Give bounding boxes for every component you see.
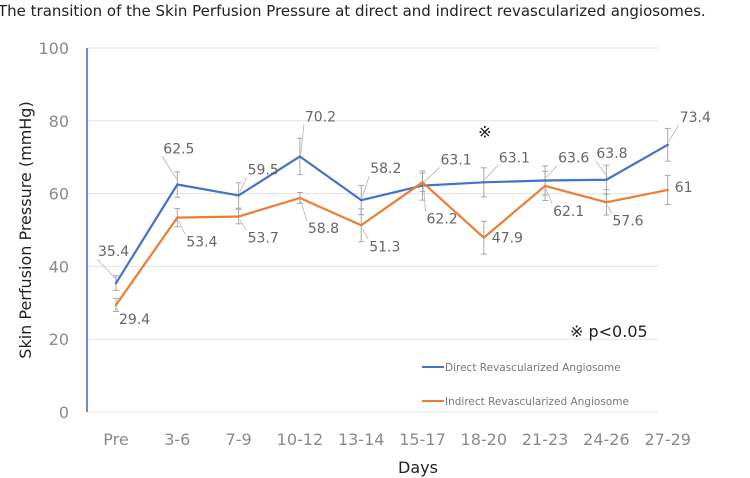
x-tick-label: 21-23	[522, 430, 569, 449]
data-label: 62.2	[427, 211, 458, 227]
data-label: 61	[675, 180, 693, 196]
x-tick-labels: Pre 3-6 7-9 10-12 13-14 15-17 18-20 21-23 24-26 2…	[103, 430, 691, 449]
significance-mark: ※	[478, 123, 491, 142]
label-leader	[116, 307, 119, 313]
data-label: 58.2	[370, 161, 401, 177]
data-label: 51.3	[369, 239, 400, 255]
data-label: 73.4	[680, 110, 711, 126]
data-label: 53.7	[248, 231, 279, 247]
label-leader	[239, 177, 247, 193]
data-point	[298, 155, 302, 158]
label-leader	[361, 176, 370, 198]
gridlines	[87, 47, 658, 413]
x-axis-title: Days	[398, 458, 438, 477]
data-label: 47.9	[492, 231, 523, 247]
data-point	[666, 143, 669, 147]
data-label: 63.1	[441, 153, 472, 169]
y-tick-labels: 0 20 40 60 80 100	[38, 39, 69, 422]
x-tick-label: 24-26	[583, 430, 630, 449]
series-line-direct	[115, 143, 669, 284]
data-label: 62.1	[553, 204, 584, 220]
data-point	[237, 194, 240, 197]
label-leader	[607, 205, 612, 214]
label-leader	[239, 219, 247, 231]
label-leader	[423, 185, 426, 212]
data-point	[543, 179, 547, 182]
data-point	[666, 188, 669, 192]
data-point	[482, 181, 485, 184]
data-point	[114, 303, 118, 307]
y-axis-title: Skin Perfusion Pressure (mmHg)	[16, 101, 35, 358]
y-tick-label: 60	[49, 185, 69, 204]
x-tick-label: 27-29	[644, 430, 691, 449]
label-leader	[545, 188, 553, 205]
data-labels: 35.4 62.5 59.5 70.2 58.2 63.1 63.1 63.6 63.8 73.4…	[96, 109, 711, 328]
x-tick-label: Pre	[103, 430, 128, 449]
y-tick-label: 0	[59, 403, 69, 422]
data-label: 62.5	[163, 142, 194, 158]
data-label: 53.4	[186, 235, 217, 251]
legend-label-indirect: Indirect Revascularized Angiosome	[445, 396, 629, 408]
x-tick-label: 13-14	[338, 430, 385, 449]
data-point	[237, 215, 240, 218]
chart-title: The transition of the Skin Perfusion Pre…	[0, 2, 706, 20]
data-point	[482, 236, 485, 239]
label-leader	[595, 160, 608, 178]
data-point	[176, 183, 179, 186]
series-lines	[114, 143, 669, 307]
data-label: 63.8	[596, 146, 627, 162]
x-tick-label: 18-20	[461, 430, 508, 449]
data-label: 63.1	[499, 150, 530, 166]
data-point	[360, 198, 363, 202]
label-leader	[668, 124, 680, 143]
y-tick-label: 100	[38, 39, 69, 58]
y-tick-label: 80	[49, 112, 69, 131]
data-label: 57.6	[612, 213, 643, 229]
label-leader	[96, 258, 118, 281]
series-line-indirect	[115, 181, 668, 306]
data-point	[543, 184, 547, 188]
x-tick-label: 3-6	[164, 430, 190, 449]
x-tick-label: 10-12	[277, 430, 324, 449]
label-leader	[161, 156, 179, 182]
label-leader	[177, 220, 186, 235]
data-point	[421, 181, 424, 184]
data-point	[605, 178, 608, 181]
y-tick-label: 40	[49, 257, 69, 276]
data-label: 70.2	[305, 109, 336, 125]
y-tick-label: 20	[49, 330, 69, 349]
data-point	[298, 196, 302, 200]
data-label: 59.5	[248, 162, 279, 178]
data-point	[605, 201, 608, 204]
data-label: 35.4	[98, 244, 129, 260]
label-leader	[423, 167, 440, 183]
x-tick-label: 15-17	[399, 430, 446, 449]
data-point	[360, 224, 363, 227]
data-label: 58.8	[308, 221, 339, 237]
legend-label-direct: Direct Revascularized Angiosome	[445, 362, 621, 374]
data-point	[176, 216, 179, 219]
data-label: 63.6	[558, 150, 589, 166]
significance-note: ※ p<0.05	[570, 322, 648, 341]
legend: Direct Revascularized Angiosome Indirect…	[422, 362, 629, 408]
x-tick-label: 7-9	[226, 430, 252, 449]
label-leader	[300, 124, 305, 154]
data-point	[421, 184, 424, 187]
label-leader	[484, 165, 499, 180]
data-point	[114, 281, 118, 285]
data-label: 29.4	[119, 312, 150, 328]
label-leader	[300, 200, 308, 222]
label-leader	[361, 228, 369, 240]
label-leader	[545, 165, 558, 178]
